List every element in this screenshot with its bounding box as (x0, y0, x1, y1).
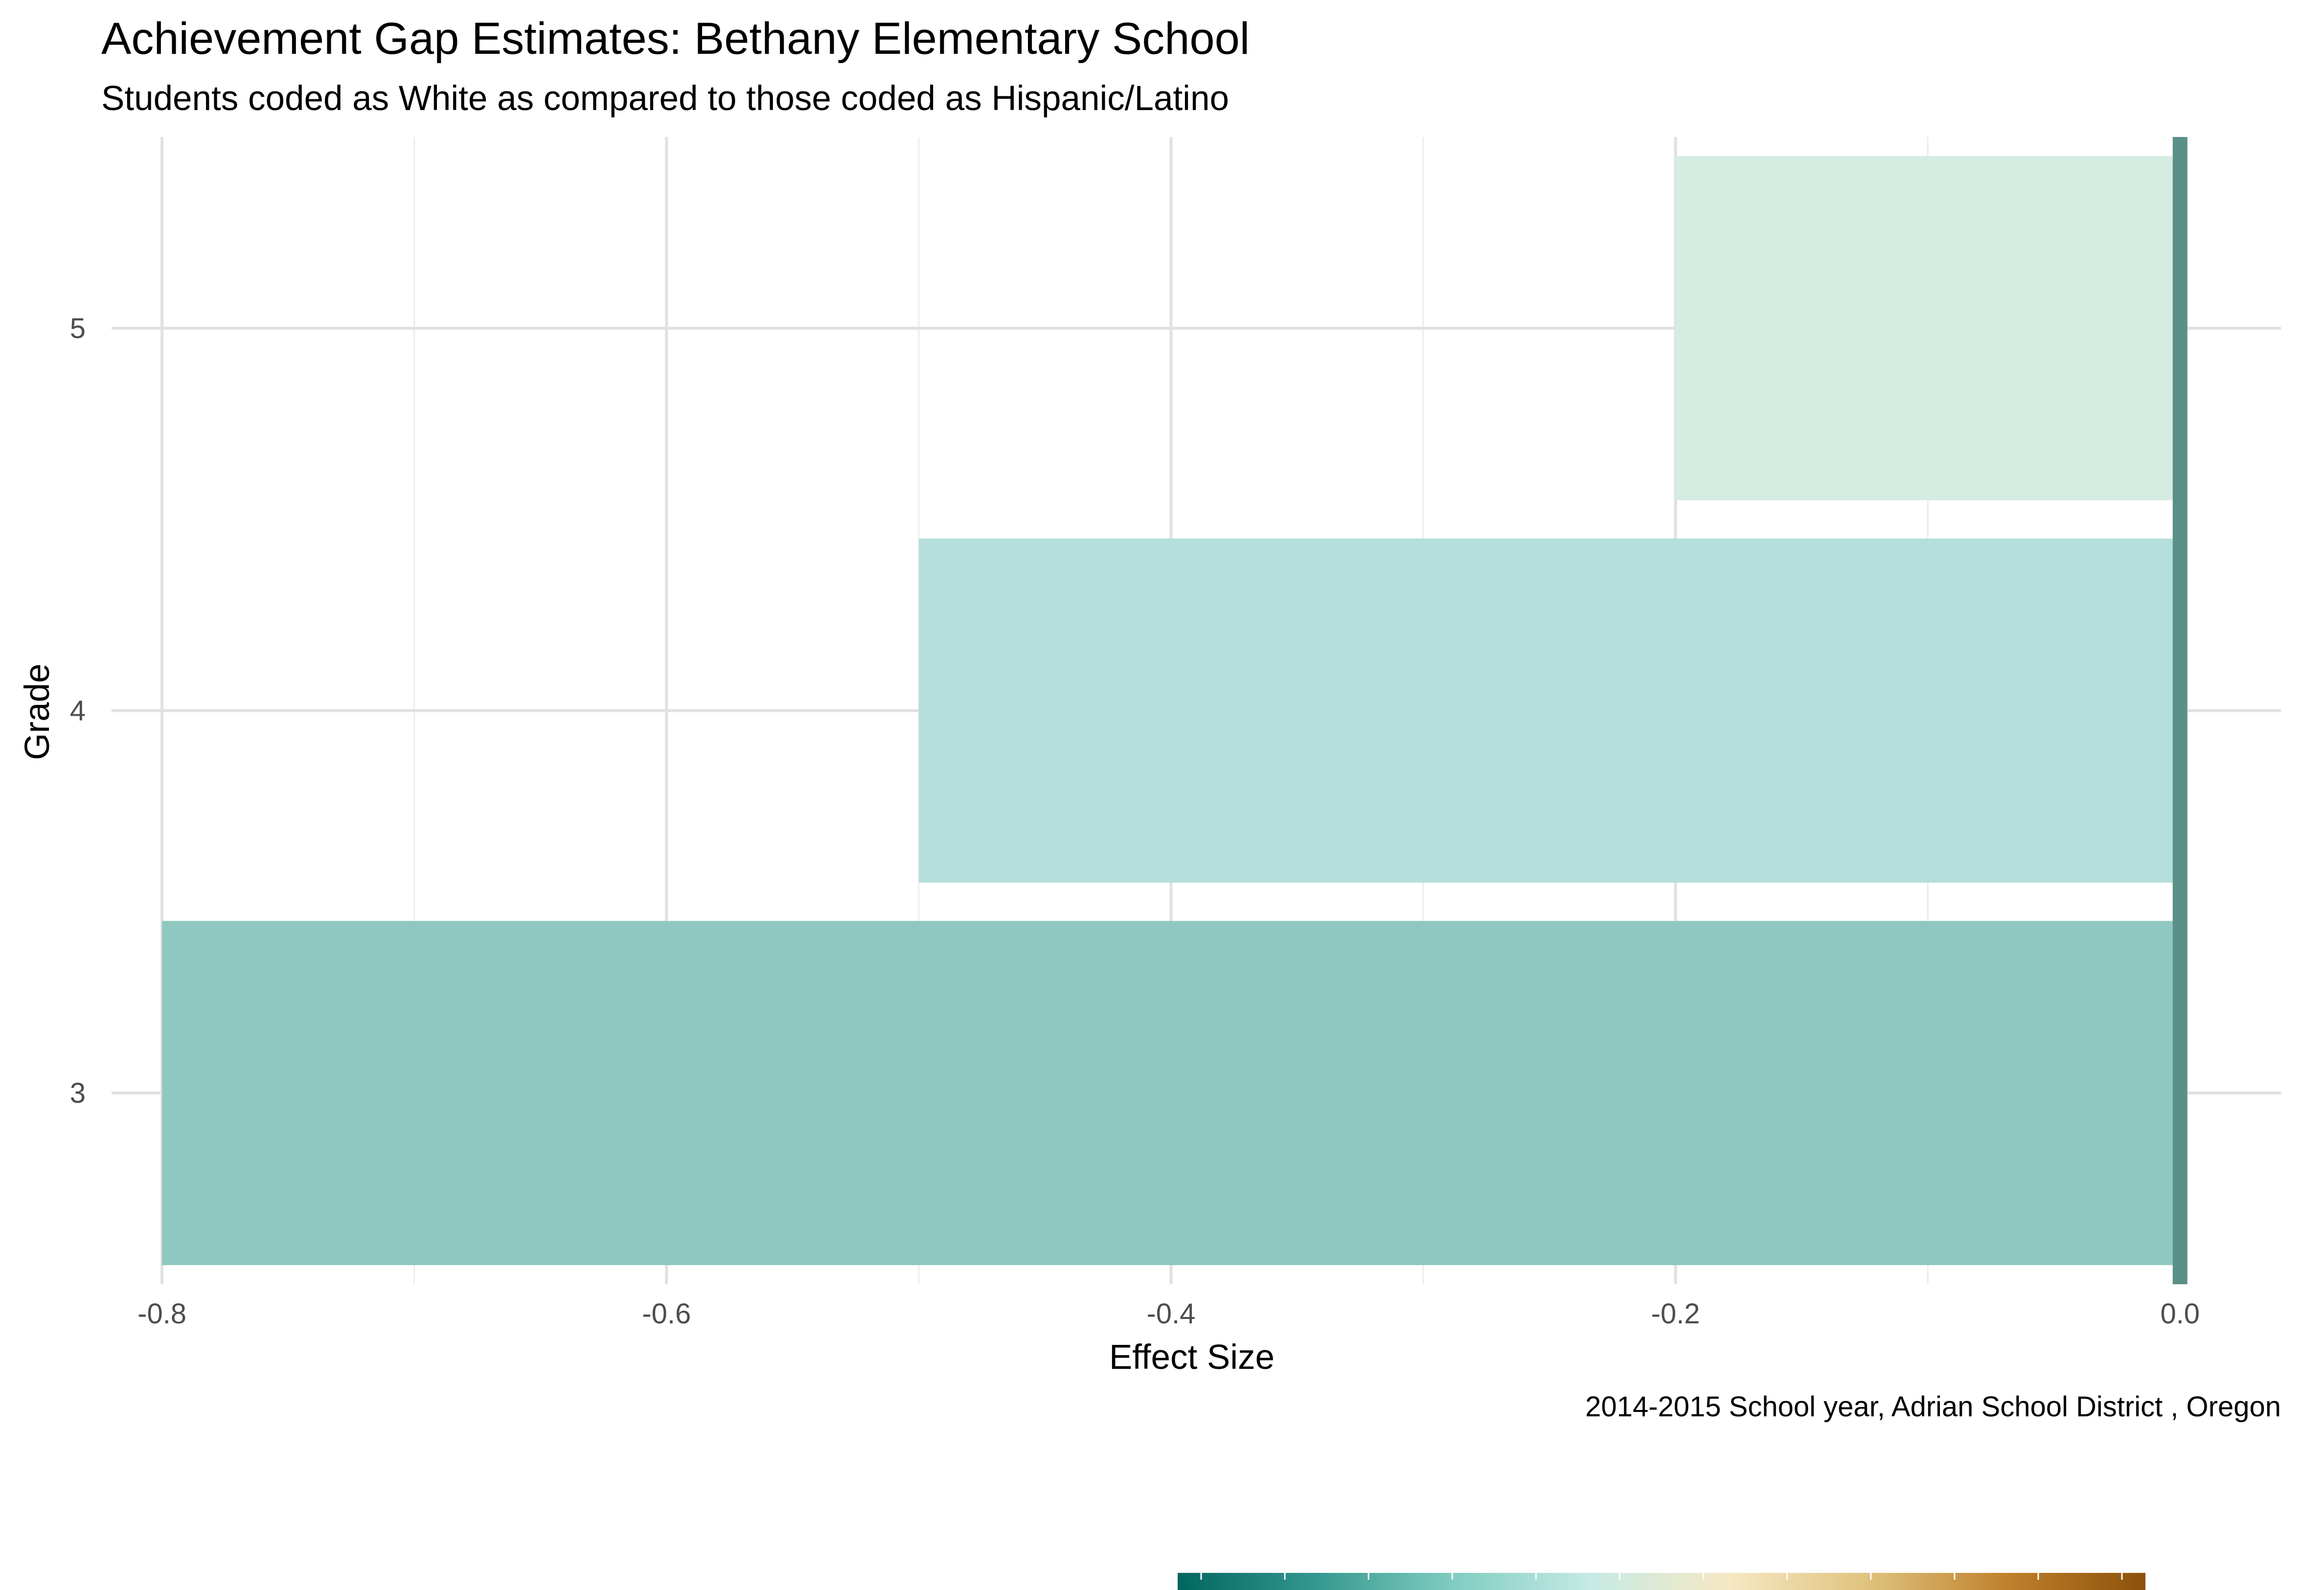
bar-grade-4 (918, 538, 2180, 883)
bar-grade-3 (162, 921, 2180, 1265)
x-axis-label: Effect Size (1109, 1338, 1275, 1377)
chart-subtitle: Students coded as White as compared to t… (101, 79, 1229, 118)
x-tick-label: -0.2 (1651, 1298, 1700, 1330)
y-axis-tick-labels: 3 4 5 (70, 313, 86, 1109)
y-tick-label: 5 (70, 313, 86, 344)
legend-colorbar (1178, 1573, 2145, 1590)
bars (162, 156, 2180, 1265)
x-tick-label: -0.8 (137, 1298, 186, 1330)
x-axis-tick-labels: -0.8 -0.6 -0.4 -0.2 0.0 (137, 1298, 2200, 1330)
x-tick-label: -0.4 (1146, 1298, 1195, 1330)
y-axis-label: Grade (18, 663, 57, 760)
colorbar-gradient (1178, 1573, 2145, 1590)
chart-caption: 2014-2015 School year, Adrian School Dis… (1585, 1391, 2281, 1423)
bar-grade-5 (1675, 156, 2180, 500)
x-tick-label: 0.0 (2160, 1298, 2200, 1330)
y-tick-label: 3 (70, 1077, 86, 1109)
chart-title: Achievement Gap Estimates: Bethany Eleme… (101, 14, 1250, 64)
y-tick-label: 4 (70, 695, 86, 727)
x-tick-label: -0.6 (642, 1298, 691, 1330)
